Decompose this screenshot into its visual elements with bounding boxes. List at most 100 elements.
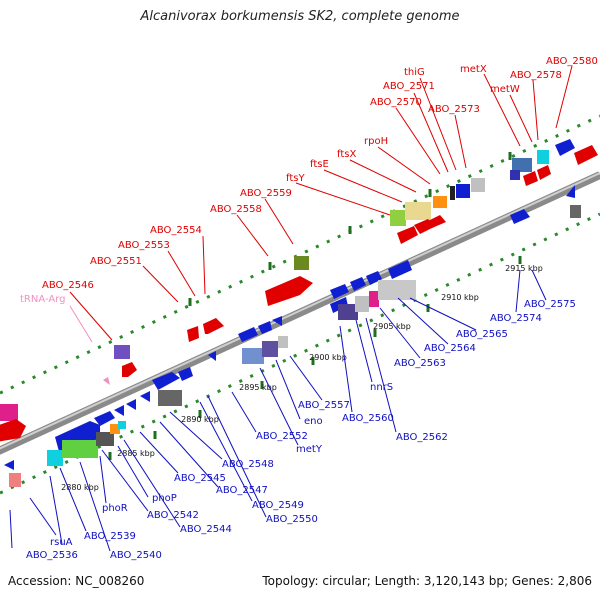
gene-label-abo-2553: ABO_2553 — [118, 240, 170, 251]
gene-label-abo-2570: ABO_2570 — [370, 97, 422, 108]
gene-block — [471, 178, 485, 192]
gene-block — [278, 336, 288, 348]
gene-label-abo-2557: ABO_2557 — [298, 400, 350, 411]
gene-label-abo-2542: ABO_2542 — [147, 510, 199, 521]
forward-genes — [0, 139, 598, 442]
gene-arrow — [140, 391, 150, 402]
gene-arrow — [152, 372, 180, 390]
gene-label-rpoh: rpoH — [364, 136, 388, 147]
scale-label: 2885 kbp — [117, 449, 155, 458]
gene-label-mety: metY — [296, 444, 323, 455]
gene-block — [355, 296, 369, 312]
gene-label-abo-2559: ABO_2559 — [240, 188, 292, 199]
inner-tick-ring — [0, 212, 600, 495]
major-ticks — [108, 152, 522, 460]
gene-label-thig: thiG — [404, 67, 425, 78]
gene-label-abo-2578: ABO_2578 — [510, 70, 562, 81]
reverse-leaders — [9, 269, 547, 552]
forward-leaders — [69, 65, 573, 341]
gene-arrow — [122, 362, 137, 377]
gene-label-phor: phoR — [102, 503, 128, 514]
gene-label-ftsy: ftsY — [286, 173, 305, 184]
gene-label-trna-arg: tRNA-Arg — [20, 294, 65, 305]
gene-block — [570, 205, 581, 218]
gene-arrow — [330, 284, 349, 299]
gene-label-abo-2545: ABO_2545 — [174, 473, 226, 484]
scale-label: 2890 kbp — [181, 415, 219, 424]
gene-label-abo-2554: ABO_2554 — [150, 225, 202, 236]
gene-block — [9, 473, 21, 487]
gene-arrow — [523, 171, 538, 186]
genome-stats-label: Topology: circular; Length: 3,120,143 bp… — [262, 574, 592, 588]
gene-arrow — [126, 399, 136, 410]
gene-label-abo-2560: ABO_2560 — [342, 413, 394, 424]
gene-arrow — [350, 277, 366, 291]
gene-block — [62, 440, 98, 458]
gene-block — [512, 158, 532, 172]
gene-arrow — [4, 460, 14, 470]
trna-gene — [103, 377, 110, 385]
gene-label-abo-2571: ABO_2571 — [383, 81, 435, 92]
gene-label-abo-2563: ABO_2563 — [394, 358, 446, 369]
gene-arrow — [94, 411, 115, 426]
gene-arrow — [178, 367, 193, 381]
gene-label-phop: phoP — [152, 493, 177, 504]
gene-arrow — [555, 139, 575, 156]
gene-arrow — [272, 316, 282, 326]
gene-label-metx: metX — [460, 64, 487, 75]
gene-label-abo-2565: ABO_2565 — [456, 329, 508, 340]
gene-arrow — [0, 419, 26, 442]
gene-label-abo-2574: ABO_2574 — [490, 313, 542, 324]
gene-block — [405, 202, 431, 220]
gene-label-abo-2536: ABO_2536 — [26, 550, 78, 561]
gene-label-abo-2551: ABO_2551 — [90, 256, 142, 267]
gene-label-abo-2549: ABO_2549 — [252, 500, 304, 511]
gene-block — [118, 421, 126, 429]
gene-label-abo-2548: ABO_2548 — [222, 459, 274, 470]
gene-block — [158, 390, 182, 406]
gene-block — [450, 186, 455, 200]
gene-arrow — [238, 327, 258, 342]
accession-label: Accession: NC_008260 — [8, 574, 145, 588]
gene-block — [0, 404, 18, 421]
gene-block — [242, 348, 264, 364]
gene-block — [378, 280, 416, 300]
gene-block — [338, 304, 358, 320]
gene-arrow — [265, 276, 313, 306]
gene-label-abo-2573: ABO_2573 — [428, 104, 480, 115]
gene-arrow — [566, 185, 575, 198]
gene-label-abo-2539: ABO_2539 — [84, 531, 136, 542]
gene-label-rsua: rsuA — [50, 537, 73, 548]
gene-arrow — [397, 226, 418, 244]
gene-arrow — [114, 405, 124, 416]
gene-label-abo-2552: ABO_2552 — [256, 431, 308, 442]
gene-label-abo-2580: ABO_2580 — [546, 56, 598, 67]
gene-label-abo-2575: ABO_2575 — [524, 299, 576, 310]
gene-arrow — [208, 351, 216, 361]
scale-labels: 2880 kbp 2885 kbp 2890 kbp 2895 kbp 2900… — [61, 264, 543, 492]
gene-label-abo-2564: ABO_2564 — [424, 343, 476, 354]
gene-label-nnrs: nnrS — [370, 382, 393, 393]
outer-tick-ring — [0, 114, 600, 395]
gene-block — [47, 450, 63, 466]
gene-label-metw: metW — [490, 84, 520, 95]
gene-block — [110, 424, 120, 434]
scale-label: 2900 kbp — [309, 353, 347, 362]
map-title: Alcanivorax borkumensis SK2, complete ge… — [140, 9, 460, 24]
gene-arrow — [537, 165, 551, 180]
gene-arrow — [510, 209, 530, 224]
gene-block — [262, 341, 278, 357]
gene-label-abo-2562: ABO_2562 — [396, 432, 448, 443]
scale-label: 2905 kbp — [373, 322, 411, 331]
genome-backbone-highlight — [0, 172, 600, 450]
scale-label: 2915 kbp — [505, 264, 543, 273]
gene-block — [456, 184, 470, 198]
gene-label-abo-2550: ABO_2550 — [266, 514, 318, 525]
gene-block — [510, 170, 520, 180]
reverse-genes — [4, 185, 581, 487]
gene-arrow — [187, 326, 199, 342]
gene-label-ftsx: ftsX — [337, 149, 356, 160]
gene-arrow — [388, 260, 412, 279]
gene-block — [294, 256, 309, 270]
gene-label-eno: eno — [304, 416, 323, 427]
